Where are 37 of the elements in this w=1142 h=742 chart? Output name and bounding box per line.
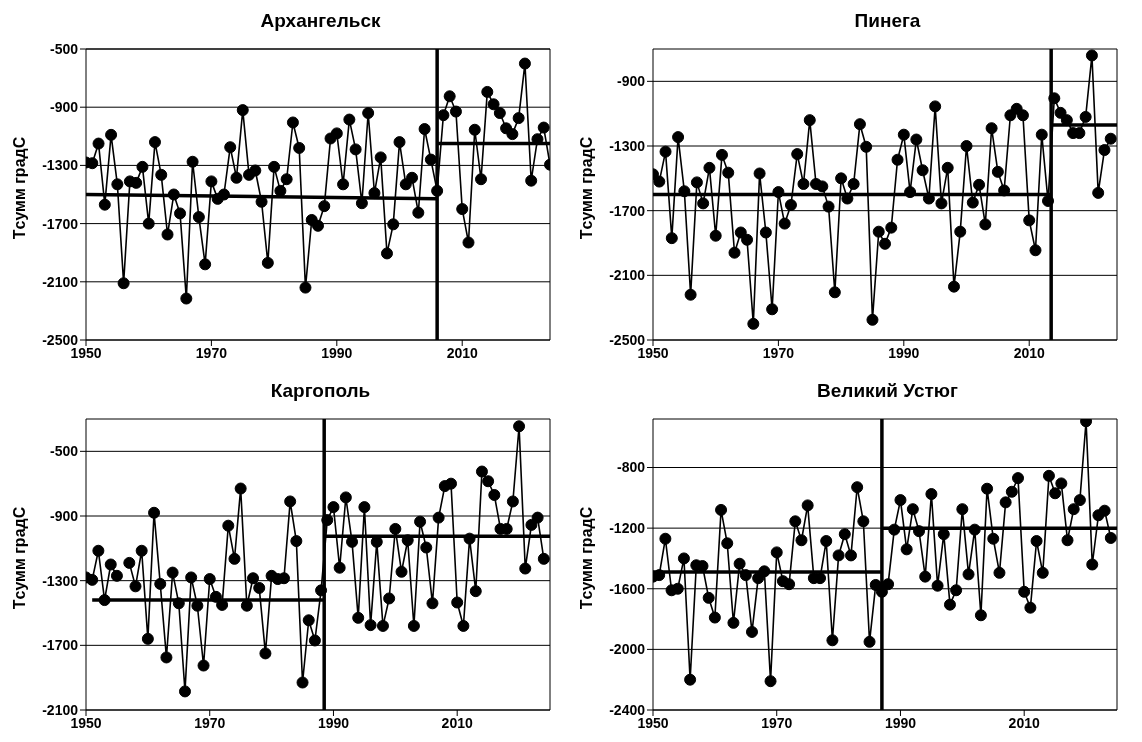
x-tick-label: 1990 bbox=[317, 714, 350, 731]
x-tick-label: 2010 bbox=[441, 714, 473, 731]
y-tick-label: -1700 bbox=[609, 202, 646, 219]
y-tick-label: -500 bbox=[49, 40, 79, 57]
y-axis-title: Tсумм градС bbox=[578, 506, 596, 610]
y-tick-label: -1700 bbox=[42, 215, 79, 232]
y-tick-label: -1300 bbox=[42, 572, 79, 589]
y-tick-label: -900 bbox=[49, 507, 79, 524]
y-tick-label: -500 bbox=[49, 443, 79, 460]
x-tick-label: 2010 bbox=[1008, 714, 1040, 731]
x-tick-label: 1990 bbox=[884, 714, 917, 731]
x-tick-label: 1990 bbox=[888, 344, 920, 361]
y-tick-label: -1600 bbox=[609, 580, 646, 597]
chart-title: Великий Устюг bbox=[816, 380, 959, 402]
y-tick-label: -2000 bbox=[609, 641, 646, 658]
chart-title: Архангельск bbox=[259, 10, 382, 32]
y-tick-label: -1300 bbox=[609, 137, 646, 154]
chart-title: Каргополь bbox=[269, 380, 372, 402]
y-tick-label: -1300 bbox=[42, 157, 79, 174]
y-tick-label: -2100 bbox=[609, 267, 646, 284]
y-tick-label: -800 bbox=[616, 459, 646, 476]
x-tick-label: 1990 bbox=[321, 344, 353, 361]
y-tick-label: -2100 bbox=[42, 273, 79, 290]
x-tick-label: 1970 bbox=[195, 344, 228, 361]
x-tick-label: 2010 bbox=[1013, 344, 1045, 361]
chart-title: Пинега bbox=[853, 10, 922, 32]
y-axis-title: Tсумм градС bbox=[578, 136, 596, 240]
y-tick-label: -900 bbox=[49, 99, 79, 116]
x-tick-label: 1970 bbox=[761, 714, 793, 731]
x-tick-label: 1970 bbox=[762, 344, 795, 361]
x-tick-label: 1970 bbox=[194, 714, 226, 731]
x-tick-label: 2010 bbox=[446, 344, 478, 361]
y-axis-title: Tсумм градС bbox=[11, 136, 29, 240]
y-tick-label: -1700 bbox=[42, 637, 79, 654]
y-axis-title: Tсумм градС bbox=[11, 506, 29, 610]
y-tick-label: -900 bbox=[616, 73, 646, 90]
y-tick-label: -1200 bbox=[609, 520, 646, 537]
